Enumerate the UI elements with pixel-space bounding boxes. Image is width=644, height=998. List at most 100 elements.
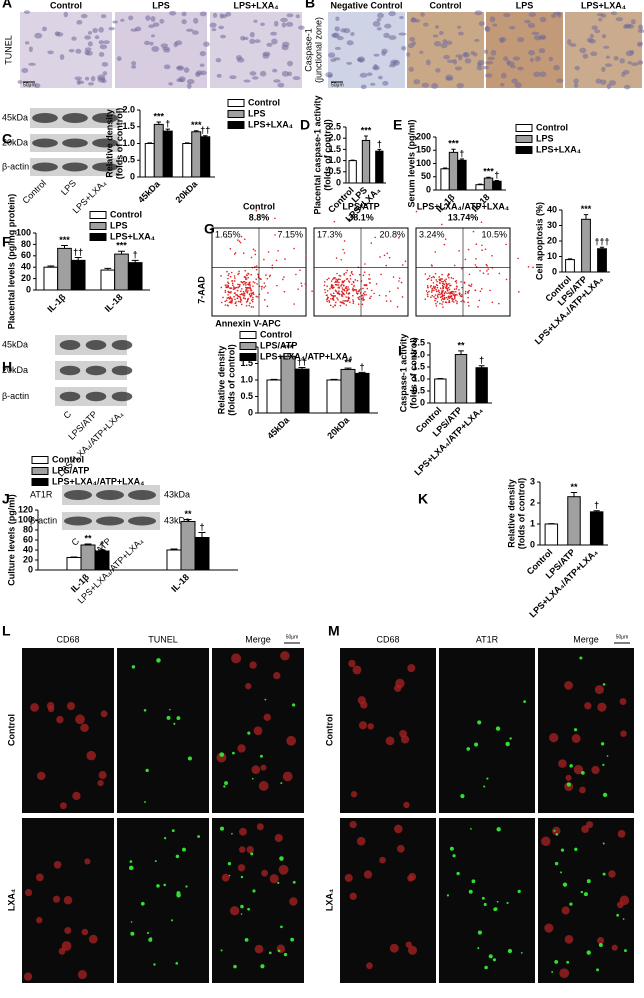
lane-label: Control [21, 178, 49, 206]
cell-nucleus [373, 64, 378, 70]
flow-event [247, 289, 249, 292]
green-signal [130, 931, 135, 936]
flow-event [283, 276, 285, 278]
red-cell [407, 945, 418, 955]
legend-swatch [239, 342, 257, 350]
blot-row-label: 20kDa [2, 365, 28, 375]
flow-event [335, 278, 337, 281]
flow-event [345, 296, 347, 298]
green-signal [250, 852, 254, 856]
flow-event [327, 296, 330, 299]
cell-nucleus [534, 35, 542, 41]
blot-row-label: β-actin [2, 161, 29, 171]
green-signal [240, 913, 243, 915]
cell-nucleus [474, 10, 483, 16]
flow-event [226, 286, 228, 289]
green-signal [596, 968, 600, 972]
error-bar [443, 167, 448, 169]
cell-nucleus [249, 71, 257, 76]
y-tick-label: 0 [336, 177, 341, 187]
flow-event [242, 297, 245, 299]
bar [266, 379, 282, 414]
flow-event [250, 299, 253, 302]
green-signal [251, 777, 254, 780]
cell-nucleus [485, 60, 494, 65]
cell-nucleus [421, 82, 430, 88]
flow-event [456, 302, 458, 305]
flow-event [442, 301, 444, 303]
flow-event [243, 293, 246, 295]
green-signal [483, 785, 486, 788]
green-signal [460, 794, 465, 799]
flow-event [244, 276, 247, 279]
flow-event [276, 284, 278, 287]
flow-event [266, 277, 269, 280]
flow-event [334, 283, 337, 286]
x-tick-label: 20kDa [325, 414, 352, 441]
cell-nucleus [500, 72, 507, 79]
flow-event [489, 289, 491, 292]
error-bar [131, 259, 139, 263]
flow-event [331, 285, 334, 287]
flow-event [426, 278, 429, 281]
legend-swatch [89, 222, 107, 230]
flow-y-label: 7-AAD [196, 276, 206, 304]
red-cell [564, 935, 574, 944]
flow-event [349, 274, 352, 277]
blot-band [62, 138, 88, 148]
flow-event [347, 296, 350, 298]
flow-title: LPS+LXA₄/ATP+LXA₄ [417, 201, 509, 211]
flow-event [475, 257, 477, 260]
flow-event [350, 272, 353, 274]
x-tick-label: 45kDa [136, 178, 163, 205]
scale-label: 50μm [331, 82, 344, 88]
y-axis-label: (folds of control) [226, 344, 236, 416]
cell-nucleus [630, 62, 639, 66]
red-cell [405, 941, 412, 948]
green-signal [560, 871, 562, 874]
bar [589, 511, 604, 546]
flow-event [445, 301, 447, 303]
red-cell [46, 701, 55, 710]
flow-event [328, 301, 331, 303]
green-signal [131, 665, 136, 669]
flow-event [284, 258, 286, 260]
flow-event [362, 297, 364, 300]
flow-event [362, 287, 364, 290]
y-axis-label: Relative density [104, 109, 114, 178]
red-cell [23, 972, 33, 981]
green-signal [446, 894, 450, 897]
column-label: Control [50, 0, 82, 10]
flow-total: 13.74% [448, 212, 479, 222]
cell-nucleus [378, 75, 383, 80]
flow-event [438, 291, 441, 294]
red-cell [273, 672, 281, 680]
bar [475, 184, 485, 191]
legend-label: LPS+LXA₄ [536, 144, 581, 154]
flow-event [345, 285, 348, 288]
green-signal [280, 925, 283, 929]
significance-label: † [199, 522, 204, 532]
y-tick-label: 80 [21, 239, 31, 249]
cell-nucleus [174, 40, 183, 46]
flow-event [227, 277, 229, 280]
cell-nucleus [199, 63, 205, 67]
significance-label: ** [184, 509, 192, 519]
y-tick-label: 1.0 [412, 373, 425, 383]
flow-event [343, 240, 346, 242]
bar [127, 262, 143, 291]
flow-event [263, 299, 266, 301]
cell-nucleus [517, 66, 524, 71]
cell-nucleus [376, 27, 382, 31]
micrograph [20, 12, 112, 88]
flow-event [254, 253, 257, 256]
legend-label: LPS+LXA₄/ATP+LXA₄ [52, 476, 144, 486]
flow-event [357, 296, 359, 299]
flow-event [455, 285, 458, 288]
flow-event [227, 286, 230, 288]
flow-event [365, 293, 367, 296]
flow-event [337, 278, 340, 280]
green-signal [224, 781, 228, 785]
flow-event [454, 280, 457, 283]
cell-nucleus [622, 69, 630, 75]
